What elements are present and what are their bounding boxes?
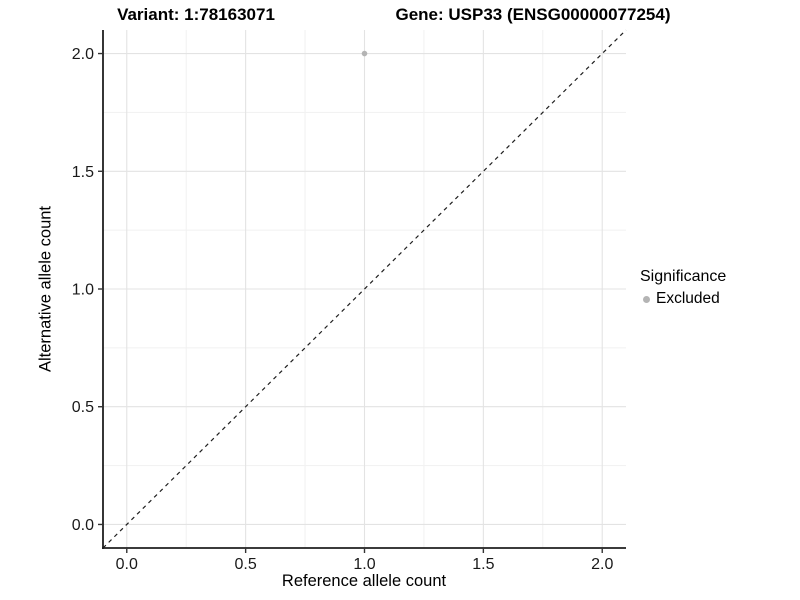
legend-title: Significance	[640, 268, 727, 285]
x-tick-label: 0.0	[116, 556, 138, 573]
y-axis-title: Alternative allele count	[36, 205, 55, 373]
y-tick-label: 1.0	[72, 282, 94, 299]
x-axis-title: Reference allele count	[281, 572, 447, 590]
variant-title: Variant: 1:78163071	[117, 5, 275, 24]
legend-point-icon	[643, 295, 650, 303]
identity-dashed-line	[102, 29, 627, 549]
x-tick-label: 2.0	[591, 556, 613, 573]
legend: Significance Excluded	[640, 268, 726, 308]
y-tick-label: 0.5	[72, 399, 94, 416]
y-tick-label: 1.5	[72, 164, 94, 181]
y-tick-label: 2.0	[72, 46, 94, 63]
x-tick-label: 0.5	[235, 556, 257, 573]
y-tick-label: 0.0	[72, 517, 94, 534]
legend-item-excluded: Excluded	[643, 290, 726, 308]
gene-title: Gene: USP33 (ENSG00000077254)	[395, 5, 671, 24]
legend-item-label: Excluded	[656, 290, 720, 307]
data-point-excluded	[361, 50, 368, 57]
x-tick-label: 1.0	[353, 556, 375, 573]
x-tick-label: 1.5	[472, 556, 494, 573]
